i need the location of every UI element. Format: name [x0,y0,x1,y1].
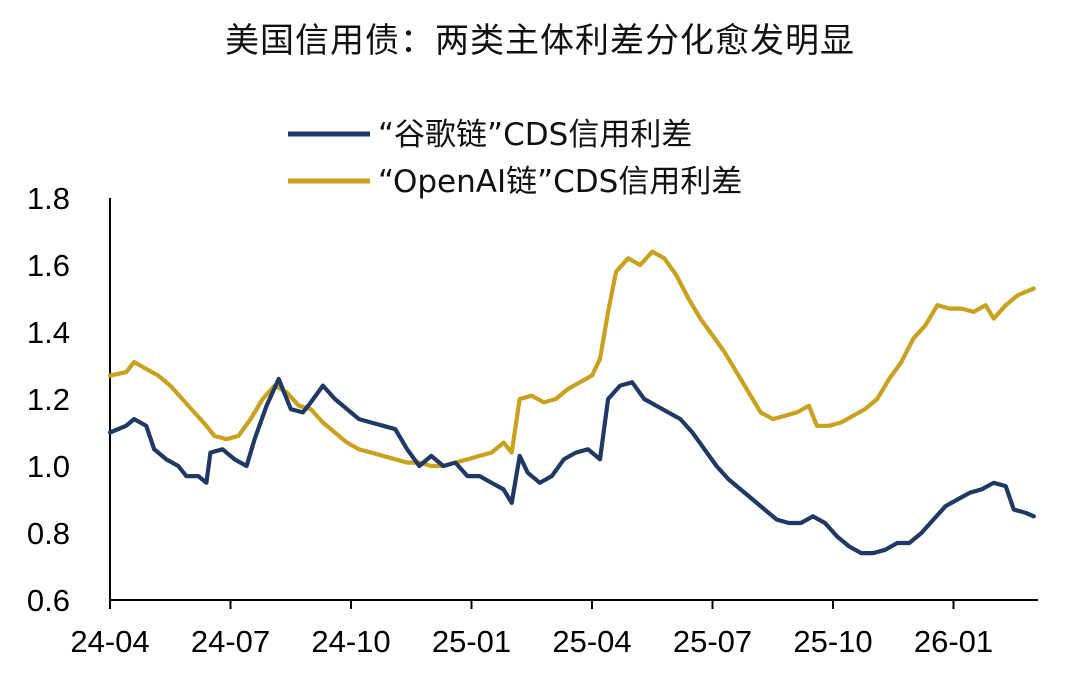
axes [109,198,1038,601]
x-tick-label: 25-01 [432,624,511,659]
x-tick-label: 25-04 [552,624,631,659]
series-layer [107,249,1036,556]
chart-title: 美国信用债：两类主体利差分化愈发明显 [225,21,855,61]
x-axis-ticks: 24-04 24-07 24-10 25-01 25-04 25-07 25-10 26-01 [70,600,993,659]
x-tick-label: 24-07 [191,624,270,659]
y-tick-label: 1.6 [27,248,70,283]
y-tick-label: 1.0 [27,449,70,484]
y-tick-label: 1.4 [27,315,70,350]
y-tick-label: 0.6 [27,583,70,618]
y-axis-ticks: 0.6 0.8 1.0 1.2 1.4 1.6 1.8 [27,181,70,618]
x-tick-label: 25-10 [793,624,872,659]
legend-label-google: “谷歌链”CDS信用利差 [378,117,692,153]
y-tick-label: 1.2 [27,382,70,417]
x-tick-label: 24-10 [311,624,390,659]
series-line-openai [107,249,1036,469]
x-tick-label: 24-04 [70,624,149,659]
y-tick-label: 1.8 [27,181,70,216]
x-tick-label: 26-01 [914,624,993,659]
series-line-google [107,376,1036,556]
x-tick-label: 25-07 [673,624,752,659]
legend-label-openai: “OpenAI链”CDS信用利差 [378,164,742,200]
legend: “谷歌链”CDS信用利差 “OpenAI链”CDS信用利差 [288,117,742,200]
y-tick-label: 0.8 [27,516,70,551]
